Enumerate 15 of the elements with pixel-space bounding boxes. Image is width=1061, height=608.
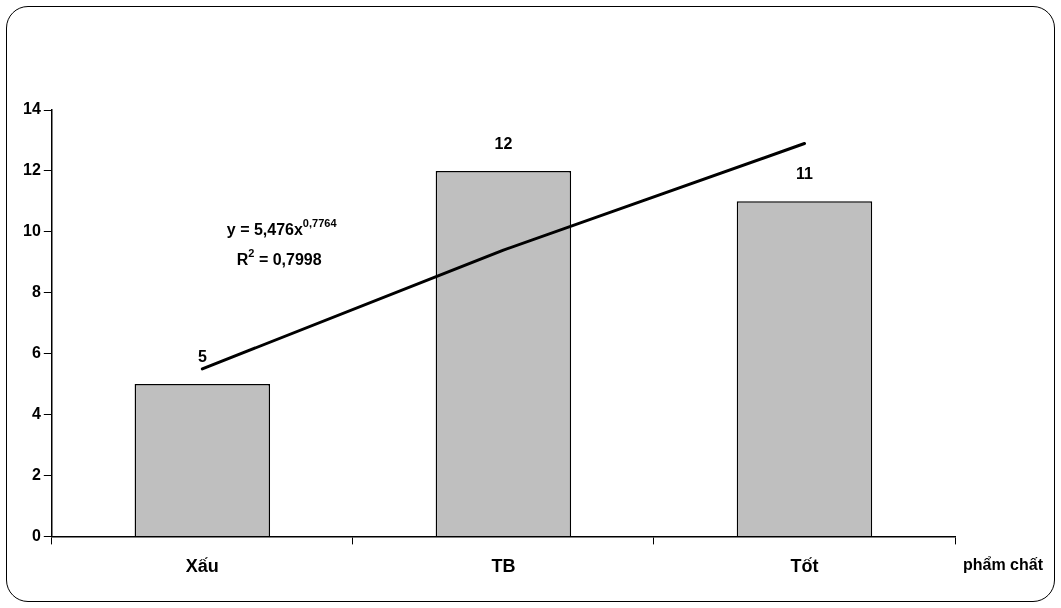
x-tick-label: TB [491,556,516,577]
data-label: 11 [796,165,814,183]
y-tick-label: 14 [23,100,41,118]
y-tick-label: 4 [31,404,41,422]
x-tick-label: Tốt [790,556,819,577]
data-label: 12 [494,134,513,152]
y-tick-label: 8 [31,283,41,301]
x-tick-label: Xấu [185,556,219,577]
y-tick-label: 6 [31,344,41,362]
y-tick-label: 12 [23,161,41,179]
y-tick-label: 10 [23,222,41,240]
y-tick-label: 0 [31,526,41,544]
y-tick-label: 2 [31,465,41,483]
x-axis-title: phẩm chất [963,556,1044,574]
data-label: 5 [197,348,207,366]
